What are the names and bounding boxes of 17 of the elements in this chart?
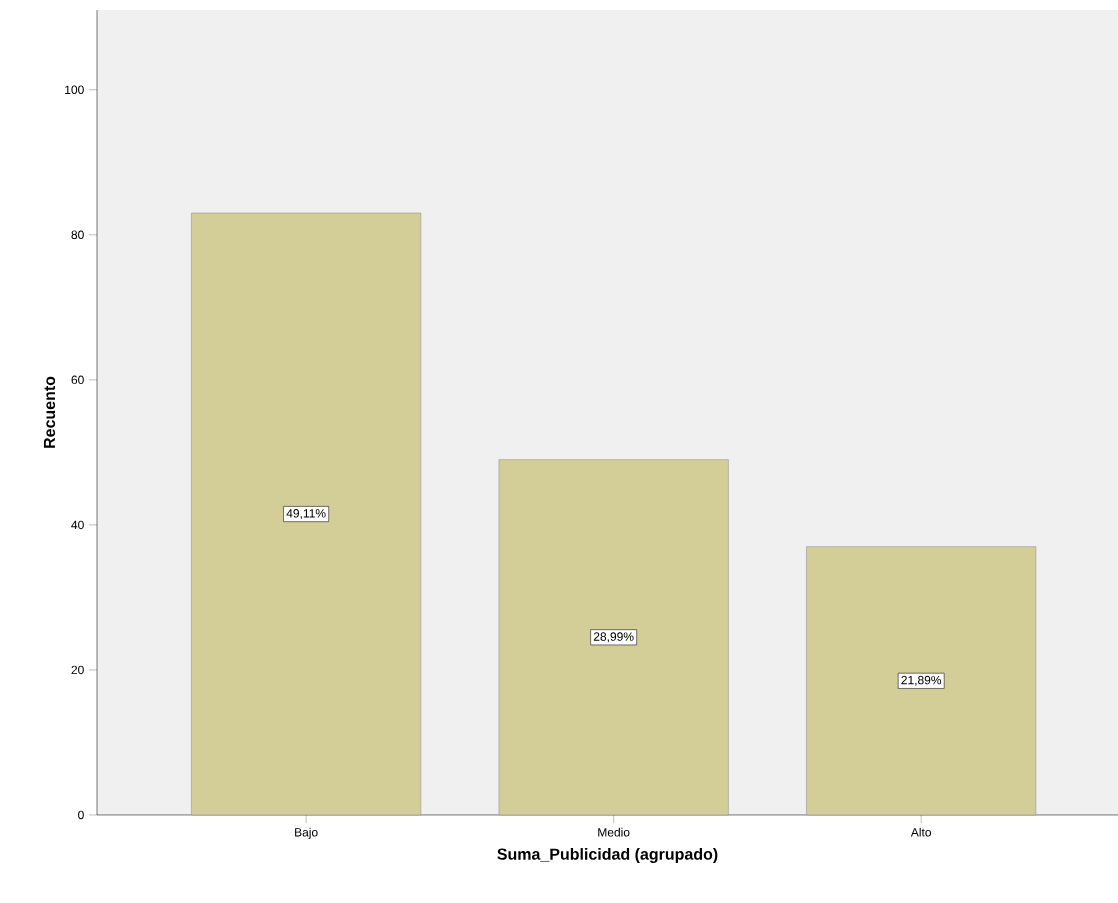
y-tick-label: 40 <box>71 520 84 530</box>
y-tick-label: 0 <box>78 810 84 820</box>
annotation: 49,11% <box>286 509 326 519</box>
y-tick-label: 100 <box>65 85 84 95</box>
annotation: 28,99% <box>593 632 634 643</box>
y-tick-label: 60 <box>71 375 84 385</box>
bar <box>191 212 422 816</box>
x-tick-label: Medio <box>598 827 630 837</box>
y-tick-label: 20 <box>71 665 84 675</box>
x-tick-label: Bajo <box>295 827 318 839</box>
bar <box>498 459 729 816</box>
x-axis-title: Suma_Publicidad (agrupado) <box>497 848 718 864</box>
x-tick-label: Alto <box>910 827 932 837</box>
bar <box>806 546 1037 816</box>
y-tick-label: 80 <box>71 230 84 240</box>
y-axis-title: Recuento <box>43 376 56 448</box>
annotation: 21,89% <box>901 675 942 686</box>
